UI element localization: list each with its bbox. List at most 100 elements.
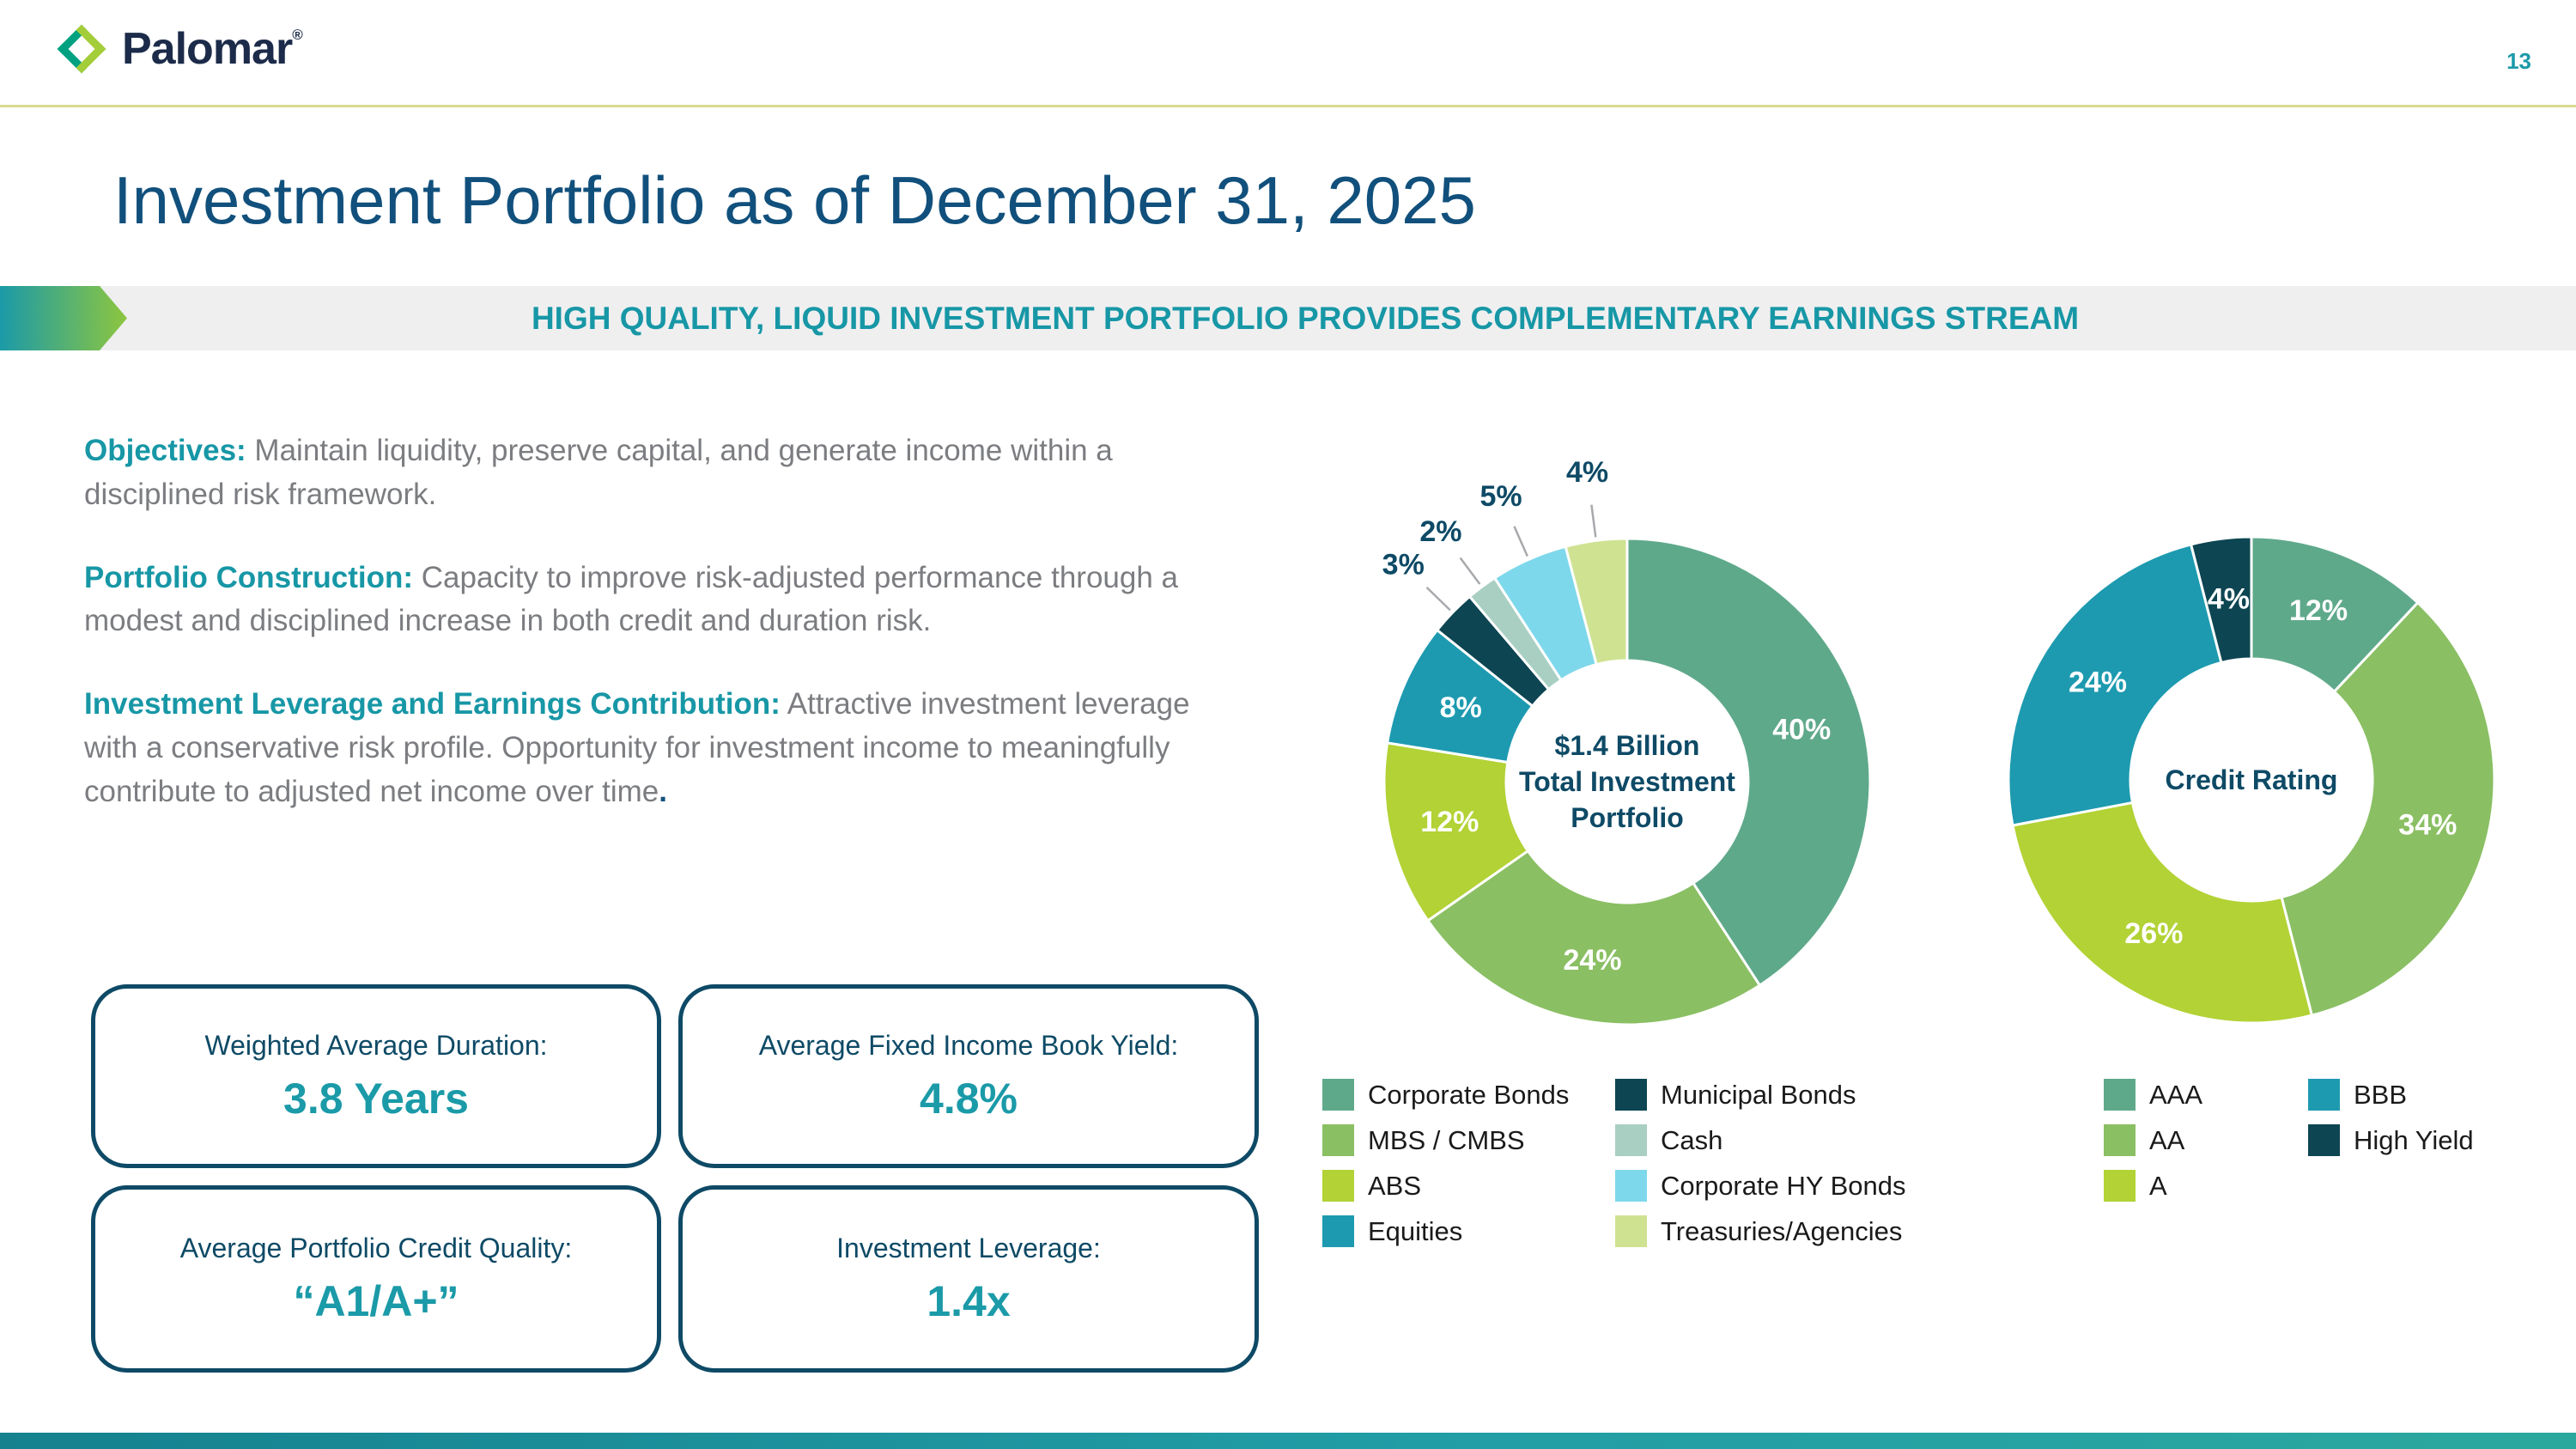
segment-percent-label: 5% <box>1479 480 1522 513</box>
paragraph-lead: Objectives: <box>84 434 246 467</box>
legend-item-aa: AA <box>2104 1117 2308 1163</box>
legend-swatch <box>2104 1124 2136 1156</box>
legend-swatch <box>2104 1170 2136 1202</box>
legend-label: AAA <box>2149 1079 2203 1110</box>
legend-item-abs: ABS <box>1322 1163 1615 1209</box>
donut-segment-abs <box>1382 741 1530 922</box>
legend-item-equities: Equities <box>1322 1209 1615 1254</box>
donut-center-text: Total Investment <box>1519 766 1735 797</box>
legend-swatch <box>2308 1079 2340 1111</box>
segment-percent-label: 34% <box>2398 809 2457 842</box>
segment-percent-label: 4% <box>1566 456 1608 489</box>
legend-swatch <box>1615 1079 1647 1111</box>
legend-item-high-yield: High Yield <box>2308 1117 2474 1163</box>
registered-mark: ® <box>292 27 302 43</box>
legend-item-corporate-hy-bonds: Corporate HY Bonds <box>1615 1163 1905 1209</box>
legend-swatch <box>1615 1215 1647 1247</box>
header: Palomar® 13 <box>0 0 2576 107</box>
banner-arrow-icon <box>0 286 127 350</box>
legend-item-bbb: BBB <box>2308 1072 2474 1117</box>
page-title: Investment Portfolio as of December 31, … <box>113 162 1476 238</box>
paragraph-lead: Portfolio Construction: <box>84 560 414 594</box>
segment-percent-label: 24% <box>2069 666 2127 698</box>
legend-label: Equities <box>1368 1215 1463 1246</box>
paragraph-text: Attractive investment leverage with a co… <box>84 687 1190 808</box>
credit-rating-legend: AAA AA A BBB High Yield <box>2104 1072 2474 1209</box>
segment-percent-label: 3% <box>1382 548 1425 581</box>
legend-swatch <box>1322 1124 1354 1156</box>
segment-percent-label: 26% <box>2124 917 2183 950</box>
legend-label: Municipal Bonds <box>1661 1079 1856 1110</box>
segment-percent-label: 12% <box>2289 594 2348 627</box>
segment-percent-label: 8% <box>1440 691 1482 724</box>
stat-investment-leverage: Investment Leverage: 1.4x <box>678 1185 1259 1373</box>
legend-label: BBB <box>2354 1079 2408 1110</box>
legend-label: Corporate Bonds <box>1368 1079 1570 1110</box>
legend-item-municipal-bonds: Municipal Bonds <box>1615 1072 1905 1117</box>
segment-percent-label: 24% <box>1563 944 1621 977</box>
stat-boxes: Weighted Average Duration: 3.8 Years Ave… <box>91 984 1259 1373</box>
legend-column: Corporate Bonds MBS / CMBS ABS Equities <box>1322 1072 1615 1254</box>
stat-value: 3.8 Years <box>283 1074 469 1123</box>
donut-segment-corporate-bonds <box>1625 537 1872 988</box>
paragraph-investment-leverage: Investment Leverage and Earnings Contrib… <box>84 683 1239 813</box>
legend-item-mbs-cmbs: MBS / CMBS <box>1322 1117 1615 1163</box>
legend-item-aaa: AAA <box>2104 1072 2308 1117</box>
credit-rating-donut-chart: 12% 34% 26% 24% 4% Credit Rating <box>2007 535 2496 1025</box>
legend-swatch <box>1615 1124 1647 1156</box>
portfolio-allocation-donut-chart: 40% 24% 12% 8% 3%2% 5% 4% $1.4 Billion Total Inv… <box>1382 456 1872 1026</box>
legend-label: MBS / CMBS <box>1368 1124 1525 1155</box>
leader-line <box>1459 557 1481 585</box>
legend-swatch <box>2104 1079 2136 1111</box>
legend-swatch <box>1322 1215 1354 1247</box>
stat-value: 4.8% <box>920 1074 1018 1123</box>
banner: HIGH QUALITY, LIQUID INVESTMENT PORTFOLI… <box>0 286 2576 350</box>
paragraph-portfolio-construction: Portfolio Construction: Capacity to impr… <box>84 557 1239 644</box>
donut-segment-mbs-cmbs <box>1425 849 1762 1026</box>
legend-label: Cash <box>1661 1124 1723 1155</box>
body-copy: Objectives: Maintain liquidity, preserve… <box>84 429 1239 853</box>
paragraph-text: Capacity to improve risk-adjusted perfor… <box>84 560 1178 638</box>
paragraph-text: Maintain liquidity, preserve capital, an… <box>84 434 1113 511</box>
legend-label: Treasuries/Agencies <box>1661 1215 1903 1246</box>
legend-item-cash: Cash <box>1615 1117 1905 1163</box>
legend-column: AAA AA A <box>2104 1072 2308 1209</box>
stat-label: Weighted Average Duration: <box>204 1029 548 1061</box>
stat-average-portfolio-credit-quality: Average Portfolio Credit Quality: “A1/A+… <box>91 1185 661 1373</box>
brand-name: Palomar® <box>122 24 303 74</box>
stat-label: Average Fixed Income Book Yield: <box>758 1029 1179 1061</box>
donut-segment-aa <box>2280 600 2496 1017</box>
legend-item-a: A <box>2104 1163 2308 1209</box>
leader-line <box>1513 526 1528 557</box>
segment-percent-label: 40% <box>1772 714 1831 746</box>
stat-value: 1.4x <box>927 1276 1011 1325</box>
donut-center-text: $1.4 Billion <box>1555 730 1700 761</box>
legend-item-corporate-bonds: Corporate Bonds <box>1322 1072 1615 1117</box>
donut-segment-bbb <box>2007 543 2223 827</box>
legend-label: A <box>2149 1170 2167 1201</box>
legend-swatch <box>1322 1170 1354 1202</box>
donut-segment-high-yield <box>2189 535 2253 665</box>
paragraph-objectives: Objectives: Maintain liquidity, preserve… <box>84 429 1239 517</box>
donut-center-text: Credit Rating <box>2166 764 2338 795</box>
portfolio-allocation-legend: Corporate Bonds MBS / CMBS ABS Equities Muni… <box>1322 1072 1905 1254</box>
paragraph-tail: . <box>659 774 667 808</box>
donut-segment-treasuries-agencies <box>1564 537 1629 667</box>
legend-label: Corporate HY Bonds <box>1661 1170 1906 1201</box>
donut-segment-aaa <box>2250 535 2420 694</box>
logo: Palomar® <box>55 22 303 76</box>
paragraph-lead: Investment Leverage and Earnings Contrib… <box>84 687 781 721</box>
donut-center-text: Portfolio <box>1571 802 1684 833</box>
banner-headline: HIGH QUALITY, LIQUID INVESTMENT PORTFOLI… <box>531 301 2080 336</box>
legend-swatch <box>1322 1079 1354 1111</box>
legend-swatch <box>2308 1124 2340 1156</box>
leader-line <box>1590 504 1597 538</box>
segment-percent-label: 2% <box>1419 515 1461 548</box>
legend-item-treasuries-agencies: Treasuries/Agencies <box>1615 1209 1905 1254</box>
segment-percent-label: 4% <box>2208 583 2250 616</box>
stat-label: Investment Leverage: <box>836 1232 1101 1263</box>
legend-label: ABS <box>1368 1170 1422 1201</box>
page-number: 13 <box>2506 48 2531 74</box>
legend-label: High Yield <box>2354 1124 2474 1155</box>
